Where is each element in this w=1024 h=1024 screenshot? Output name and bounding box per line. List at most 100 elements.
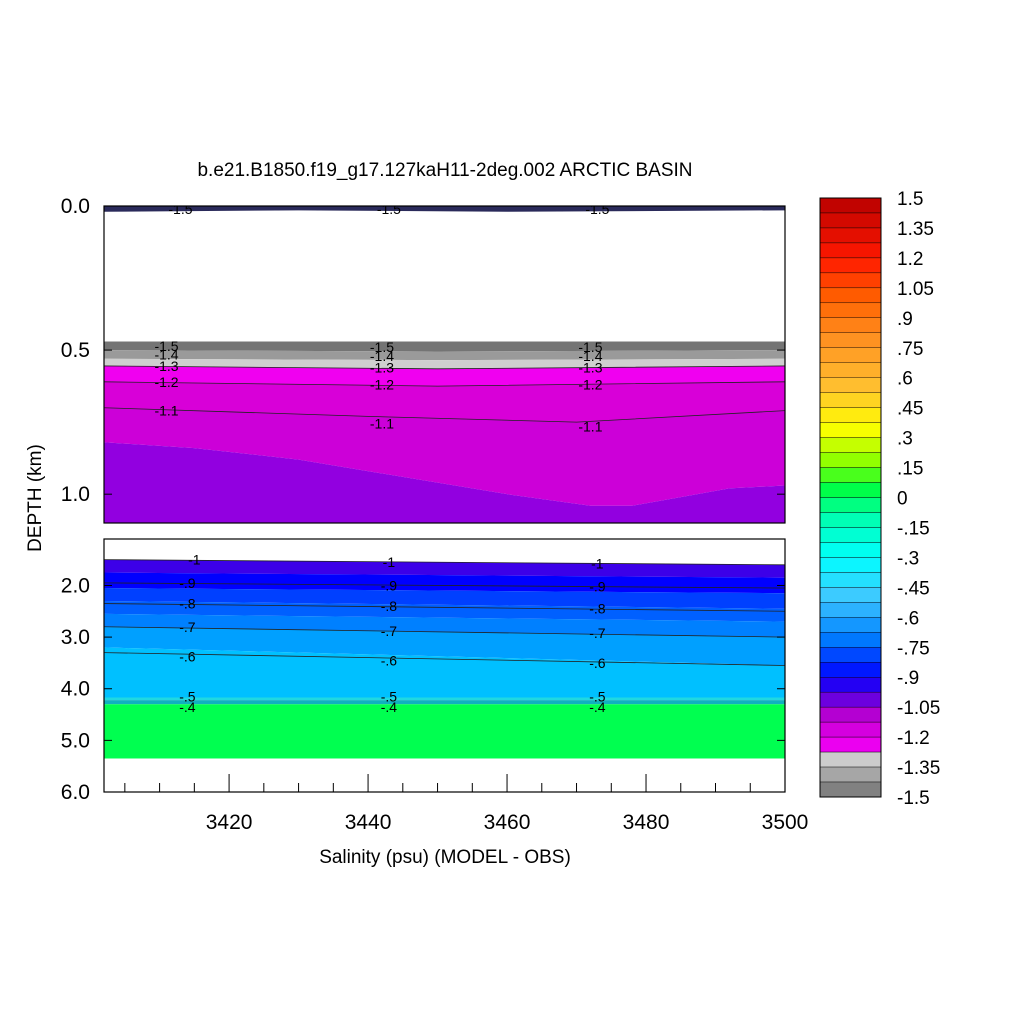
colorbar-swatch (819, 437, 882, 453)
colorbar-label: 1.35 (897, 219, 934, 240)
colorbar-swatch (819, 647, 882, 663)
colorbar-swatch (819, 662, 882, 678)
contour-band (104, 613, 785, 638)
contour-band (104, 358, 785, 369)
y-tick-label: 0.0 (61, 195, 90, 218)
contour-label: -1.5 (585, 201, 609, 217)
y-tick-label: 4.0 (61, 678, 90, 701)
colorbar-label: -.15 (897, 518, 930, 539)
contour-band (104, 697, 785, 701)
contour-label: -.4 (179, 699, 196, 715)
contour-label: -1.4 (370, 348, 394, 364)
contour-label: -.5 (179, 688, 196, 704)
contour-label: -.4 (589, 699, 606, 715)
contour-label: -1.3 (154, 358, 178, 374)
colorbar-swatch (819, 422, 882, 438)
colorbar-swatch (819, 272, 882, 289)
panel-frame (103, 205, 786, 524)
colorbar-swatch (819, 766, 882, 783)
contour-band (104, 407, 785, 506)
y-axis-label: DEPTH (km) (25, 444, 46, 552)
y-tick-label: 6.0 (61, 781, 90, 804)
colorbar-swatch (819, 677, 882, 693)
contour-line (104, 559, 785, 566)
colorbar-swatch (819, 751, 882, 768)
colorbar-label: .15 (897, 459, 923, 480)
contour-band (104, 626, 785, 666)
contour-band (104, 700, 785, 705)
colorbar-swatch (819, 467, 882, 483)
contour-label: -1.5 (168, 201, 192, 217)
colorbar-swatch (819, 257, 882, 274)
contour-band (104, 600, 785, 622)
contour-label: -.5 (381, 688, 398, 704)
colorbar-label: -.9 (897, 668, 919, 689)
contour-line (104, 365, 785, 370)
contour-line (104, 582, 785, 589)
contour-label: -1 (591, 555, 604, 571)
colorbar-swatch (819, 542, 882, 558)
y-tick-label: 3.0 (61, 626, 90, 649)
contour-label: -1.5 (578, 339, 602, 355)
panel-frame (103, 538, 786, 793)
contour-band (104, 704, 785, 759)
contour-label: -1.1 (578, 418, 602, 434)
contour-label: -1.2 (578, 377, 602, 393)
contour-label: -1.4 (154, 346, 178, 362)
contour-band (104, 647, 785, 698)
y-tick-label: 5.0 (61, 729, 90, 752)
colorbar-swatch (819, 197, 882, 214)
colorbar-frame (819, 197, 882, 798)
contour-label: -.6 (381, 652, 398, 668)
contour-label: -1.3 (578, 359, 602, 375)
contour-label: -1.1 (370, 416, 394, 432)
colorbar-swatch (819, 527, 882, 543)
colorbar-label: .75 (897, 339, 923, 360)
colorbar-label: .6 (897, 369, 913, 390)
colorbar-swatch (819, 212, 882, 229)
colorbar-swatch (819, 332, 882, 348)
colorbar-label: 0 (897, 489, 908, 510)
colorbar-swatch (819, 407, 882, 423)
contour-label: -.6 (589, 655, 606, 671)
contour-label: -1 (188, 552, 201, 568)
colorbar-label: .9 (897, 309, 913, 330)
contour-label: -.5 (589, 688, 606, 704)
contour-band (104, 381, 785, 423)
colorbar-swatch (819, 362, 882, 378)
contour-band (104, 206, 785, 212)
contour-line (104, 381, 785, 387)
x-tick-label: 3500 (762, 811, 809, 834)
colorbar-label: -1.05 (897, 698, 940, 719)
contour-label: -1 (383, 554, 396, 570)
colorbar-label: -.45 (897, 578, 930, 599)
contour-label: -1.4 (578, 348, 602, 364)
contour-label: -1.2 (370, 377, 394, 393)
contour-label: -.8 (179, 596, 196, 612)
x-axis-label: Salinity (psu) (MODEL - OBS) (319, 847, 571, 868)
panel-lower: -1 -1 -1 -.9 -.9 -.9 -.8 -.8 -.8 -.7 -.7 -.7 -.6 -.6 -… (104, 539, 785, 792)
colorbar-swatch (819, 302, 882, 319)
contour-band (104, 341, 785, 352)
contour-label: -.8 (381, 598, 398, 614)
colorbar-swatch (819, 736, 882, 753)
colorbar-label: 1.5 (897, 189, 923, 210)
colorbar-label: -.6 (897, 608, 919, 629)
colorbar: 1.5 1.35 1.2 1.05 .9 .75 .6 .45 .3 .15 0 -.15 -.3 -.4… (819, 189, 940, 809)
x-tick-label: 3420 (206, 811, 253, 834)
contour-label: -1.5 (377, 201, 401, 217)
colorbar-swatch (819, 572, 882, 588)
colorbar-swatch (819, 691, 882, 708)
colorbar-label: 1.2 (897, 249, 923, 270)
colorbar-swatch (819, 377, 882, 393)
colorbar-swatch (819, 347, 882, 363)
contour-band (104, 559, 785, 578)
colorbar-swatch (819, 557, 882, 573)
colorbar-label: -.75 (897, 638, 930, 659)
contour-label: -.4 (381, 699, 398, 715)
colorbar-swatch (819, 482, 882, 498)
contour-band (104, 350, 785, 361)
colorbar-swatch (819, 781, 882, 798)
colorbar-swatch (819, 242, 882, 259)
contour-label: -1.1 (154, 403, 178, 419)
